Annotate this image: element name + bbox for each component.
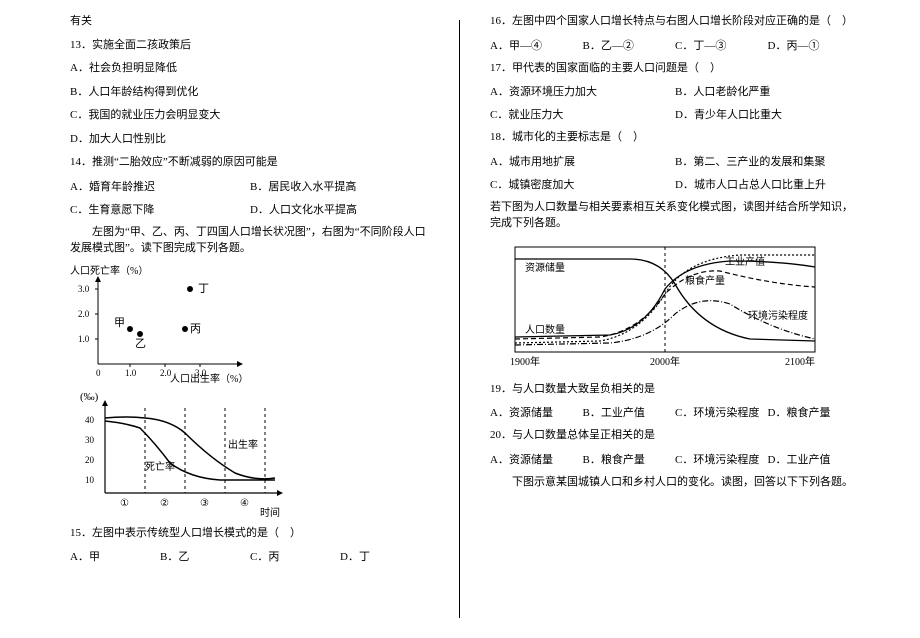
q19-c: C．环境污染程度 <box>675 404 768 420</box>
svg-text:2000年: 2000年 <box>650 355 680 368</box>
svg-text:3.0: 3.0 <box>78 284 90 294</box>
q16-d: D．丙—① <box>768 37 861 53</box>
svg-text:30: 30 <box>85 435 95 445</box>
svg-text:1.0: 1.0 <box>125 368 137 378</box>
svg-text:10: 10 <box>85 475 95 485</box>
q18-d: D．城市人口占总人口比重上升 <box>675 176 860 192</box>
q14-d: D．人口文化水平提高 <box>250 201 430 217</box>
svg-text:资源储量: 资源储量 <box>525 261 565 274</box>
svg-text:0: 0 <box>96 368 101 378</box>
fragment: 有关 <box>70 13 430 30</box>
svg-text:出生率: 出生率 <box>228 438 258 451</box>
q13-c: C．我国的就业压力会明显变大 <box>70 107 430 124</box>
svg-text:20: 20 <box>85 455 95 465</box>
svg-text:人口数量: 人口数量 <box>525 323 565 336</box>
svg-text:环境污染程度: 环境污染程度 <box>748 309 808 322</box>
svg-text:①: ① <box>120 498 129 509</box>
q19-d: D．粮食产量 <box>768 404 861 420</box>
svg-text:乙: 乙 <box>135 337 146 350</box>
svg-text:(‰): (‰) <box>80 391 99 403</box>
q14-stem: 14．推测“二胎效应”不断减弱的原因可能是 <box>70 154 430 171</box>
q20-b: B．粮食产量 <box>583 451 676 467</box>
svg-text:粮食产量: 粮食产量 <box>685 274 725 287</box>
right-intro3: 下图示意某国城镇人口和乡村人口的变化。读图，回答以下下列各题。 <box>490 474 860 491</box>
right-intro2: 若下图为人口数量与相关要素相互关系变化模式图，读图并结合所学知识，完成下列各题。 <box>490 199 860 232</box>
svg-text:2100年: 2100年 <box>785 355 815 368</box>
svg-text:时间: 时间 <box>260 506 280 518</box>
svg-text:工业产值: 工业产值 <box>725 255 765 268</box>
transition-chart: (‰) 10 20 30 40 ① ② ③ ④ <box>70 388 430 518</box>
q17-a: A．资源环境压力加大 <box>490 83 675 99</box>
q17-b: B．人口老龄化严重 <box>675 83 860 99</box>
svg-text:④: ④ <box>240 498 249 509</box>
scatter-chart: 人口死亡率（%） 1.0 2.0 3.0 0 1.0 2.0 3.0 <box>70 264 430 384</box>
q20-stem: 20．与人口数量总体呈正相关的是 <box>490 427 860 444</box>
svg-text:死亡率: 死亡率 <box>145 460 175 473</box>
q16-c: C．丁—③ <box>675 37 768 53</box>
svg-text:人口出生率（%）: 人口出生率（%） <box>170 372 248 384</box>
svg-text:③: ③ <box>200 498 209 509</box>
q13-b: B．人口年龄结构得到优化 <box>70 84 430 101</box>
q19-a: A．资源储量 <box>490 404 583 420</box>
q20-c: C．环境污染程度 <box>675 451 768 467</box>
q18-a: A．城市用地扩展 <box>490 153 675 169</box>
q20-d: D．工业产值 <box>768 451 861 467</box>
svg-text:1900年: 1900年 <box>510 355 540 368</box>
q17-d: D．青少年人口比重大 <box>675 106 860 122</box>
svg-text:甲: 甲 <box>114 317 125 329</box>
q18-b: B．第二、三产业的发展和集聚 <box>675 153 860 169</box>
q13-d: D．加大人口性别比 <box>70 131 430 148</box>
svg-text:②: ② <box>160 498 169 509</box>
q18-stem: 18．城市化的主要标志是（ ） <box>490 129 860 146</box>
svg-text:丁: 丁 <box>198 283 209 295</box>
q19-stem: 19．与人口数量大致呈负相关的是 <box>490 381 860 398</box>
q19-b: B．工业产值 <box>583 404 676 420</box>
svg-text:2.0: 2.0 <box>78 309 90 319</box>
q20-a: A．资源储量 <box>490 451 583 467</box>
svg-text:1.0: 1.0 <box>78 334 90 344</box>
q13-stem: 13．实施全面二孩政策后 <box>70 37 430 54</box>
svg-text:丙: 丙 <box>190 323 201 335</box>
q14-c: C．生育意愿下降 <box>70 201 250 217</box>
q13-a: A．社会负担明显降低 <box>70 60 430 77</box>
q16-a: A．甲—④ <box>490 37 583 53</box>
q15-d: D．丁 <box>340 548 430 564</box>
q14-a: A．婚育年龄推迟 <box>70 178 250 194</box>
left-intro: 左图为“甲、乙、丙、丁四国人口增长状况图”，右图为“不同阶段人口发展模式图”。读… <box>70 224 430 257</box>
y-axis-label: 人口死亡率（%） <box>70 264 148 277</box>
q16-b: B．乙—② <box>583 37 676 53</box>
relation-chart: 1900年 2000年 2100年 资源储量 人口数量 工业产值 粮食产量 环境… <box>490 239 860 374</box>
q16-stem: 16．左图中四个国家人口增长特点与右图人口增长阶段对应正确的是（ ） <box>490 13 860 30</box>
q15-a: A．甲 <box>70 548 160 564</box>
q18-c: C．城镇密度加大 <box>490 176 675 192</box>
svg-text:40: 40 <box>85 415 95 425</box>
q15-b: B．乙 <box>160 548 250 564</box>
q15-c: C．丙 <box>250 548 340 564</box>
q14-b: B．居民收入水平提高 <box>250 178 430 194</box>
q17-c: C．就业压力大 <box>490 106 675 122</box>
q15-stem: 15．左图中表示传统型人口增长模式的是（ ） <box>70 525 430 542</box>
q17-stem: 17．甲代表的国家面临的主要人口问题是（ ） <box>490 60 860 77</box>
